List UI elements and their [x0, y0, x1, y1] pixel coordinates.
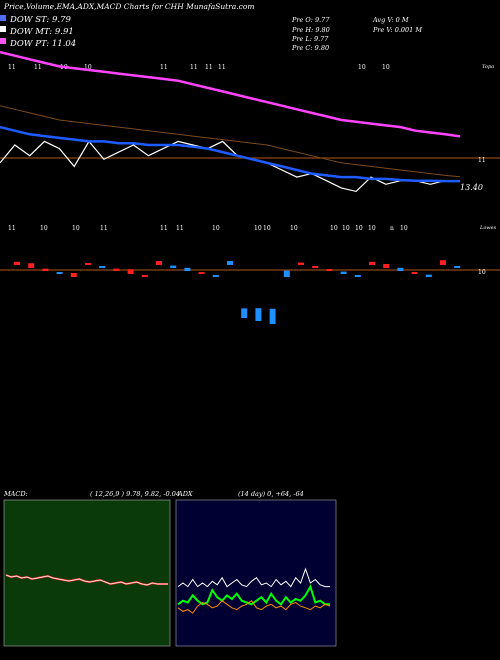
price-date-label: 11: [190, 64, 198, 71]
adx-panel: ADX (14 day) 0, +64, -64: [175, 490, 337, 647]
volume-candle: [397, 267, 404, 271]
volume-candle: [127, 269, 134, 274]
avg-volume: Avg V: 0 M: [372, 16, 409, 24]
volume-candle: [283, 270, 290, 277]
di-minus-line: [177, 599, 331, 614]
prev-close: Pre C: 9.80: [291, 44, 329, 52]
price-date-label: 11: [218, 64, 226, 71]
adx-lines: [177, 567, 331, 614]
volume-candle: [312, 266, 319, 268]
macd-signal-line: [5, 574, 168, 586]
dow-pt-label: DOW PT: 11.04: [9, 39, 76, 49]
volume-candle: [85, 263, 91, 265]
price-date-label: 11: [34, 64, 42, 71]
volume-date-label: 10: [400, 225, 408, 232]
dow-pt-swatch: [0, 38, 6, 44]
volume-date-label: 10: [72, 225, 80, 232]
adx-label: ADX: [177, 490, 193, 498]
prev-open: Pre O: 9.77: [291, 16, 330, 24]
volume-candle: [369, 261, 375, 265]
volume-date-label: 10: [263, 225, 271, 232]
volume-candle: [241, 308, 248, 318]
volume-date-label: 10: [342, 225, 350, 232]
volume-date-labels: 11 10 10 11 11 11 10 10 10 10 10 10 10 10 n 10: [8, 225, 408, 232]
ema-long-line: [0, 50, 461, 138]
volume-date-label: 10: [368, 225, 376, 232]
price-date-label: 11: [160, 64, 168, 71]
volume-date-label: 10: [290, 225, 298, 232]
volume-candle: [425, 274, 432, 277]
chart-title: Price,Volume,EMA,ADX,MACD Charts for CHH…: [3, 2, 254, 11]
volume-date-label: n: [390, 225, 394, 232]
price-date-label: 10: [358, 64, 366, 71]
volume-level-label: 10: [478, 269, 486, 276]
ema-short-line: [0, 125, 460, 183]
price-panel: Topa 11 13.40 11 11 10 10 11 11 11 11 10 10: [0, 50, 500, 193]
volume-candle: [227, 261, 233, 265]
macd-lines: [5, 574, 168, 587]
macd-frame: [3, 499, 171, 647]
volume-candle: [298, 262, 304, 265]
adx-params: (14 day) 0, +64, -64: [238, 490, 304, 498]
volume-candle: [113, 268, 120, 271]
volume-date-label: 10: [330, 225, 338, 232]
volume-date-label: 11: [8, 225, 16, 232]
volume-candle: [440, 260, 446, 265]
volume-panel: Lowes 11 10 10 11 11 11 10 10 10 10 10 10 10 10 n 10 10: [0, 225, 500, 324]
volume-candle: [56, 272, 63, 274]
adx-frame: [175, 499, 337, 647]
prev-volume: Pre V: 0.001 M: [372, 26, 422, 34]
price-level-label: 11: [478, 157, 486, 164]
prev-low: Pre L: 9.77: [291, 35, 329, 43]
dow-mt-swatch: [0, 26, 6, 32]
volume-date-label: 11: [176, 225, 184, 232]
volume-candle: [454, 266, 461, 268]
macd-panel: MACD: ( 12,26,9 ) 9.78, 9.82, -0.04: [3, 490, 180, 647]
volume-candle: [411, 272, 418, 274]
volume-candle: [28, 263, 35, 268]
volume-candle: [198, 272, 205, 274]
price-date-label: 11: [205, 64, 213, 71]
macd-label: MACD:: [3, 490, 28, 498]
volume-candle: [99, 266, 106, 268]
volume-candle: [255, 308, 262, 321]
volume-candle: [42, 268, 49, 271]
dow-st-swatch: [0, 15, 6, 21]
di-plus-line: [177, 584, 330, 606]
volume-candle: [354, 275, 361, 277]
volume-candle: [184, 267, 191, 271]
volume-candle: [14, 261, 20, 265]
price-date-label: 10: [382, 64, 390, 71]
volume-date-label: 11: [100, 225, 108, 232]
volume-candle: [269, 308, 276, 324]
dow-mt-label: DOW MT: 9.91: [9, 27, 74, 37]
volume-date-label: 10: [355, 225, 363, 232]
volume-bars: [14, 260, 461, 324]
volume-candle: [383, 264, 390, 268]
volume-date-label: 10: [40, 225, 48, 232]
price-date-label: 10: [84, 64, 92, 71]
volume-candle: [156, 261, 162, 265]
prev-high: Pre H: 9.80: [291, 26, 330, 34]
macd-params: ( 12,26,9 ) 9.78, 9.82, -0.04: [90, 490, 180, 498]
volume-candle: [170, 265, 177, 268]
volume-date-label: 10: [254, 225, 262, 232]
volume-low-label: Lowes: [479, 225, 497, 231]
price-lines: [0, 50, 461, 193]
volume-date-label: 11: [160, 225, 168, 232]
price-date-label: 11: [8, 64, 16, 71]
price-top-label: Topa: [482, 64, 494, 70]
adx-line: [177, 567, 330, 588]
volume-date-label: 10: [212, 225, 220, 232]
volume-candle: [340, 271, 347, 274]
price-line: [0, 140, 460, 193]
dow-st-label: DOW ST: 9.79: [9, 15, 71, 25]
volume-candle: [326, 269, 333, 271]
volume-candle: [70, 273, 77, 277]
volume-candle: [141, 275, 148, 277]
ema-mid-line: [0, 105, 461, 178]
price-last-label: 13.40: [460, 183, 483, 192]
volume-candle: [212, 275, 219, 277]
